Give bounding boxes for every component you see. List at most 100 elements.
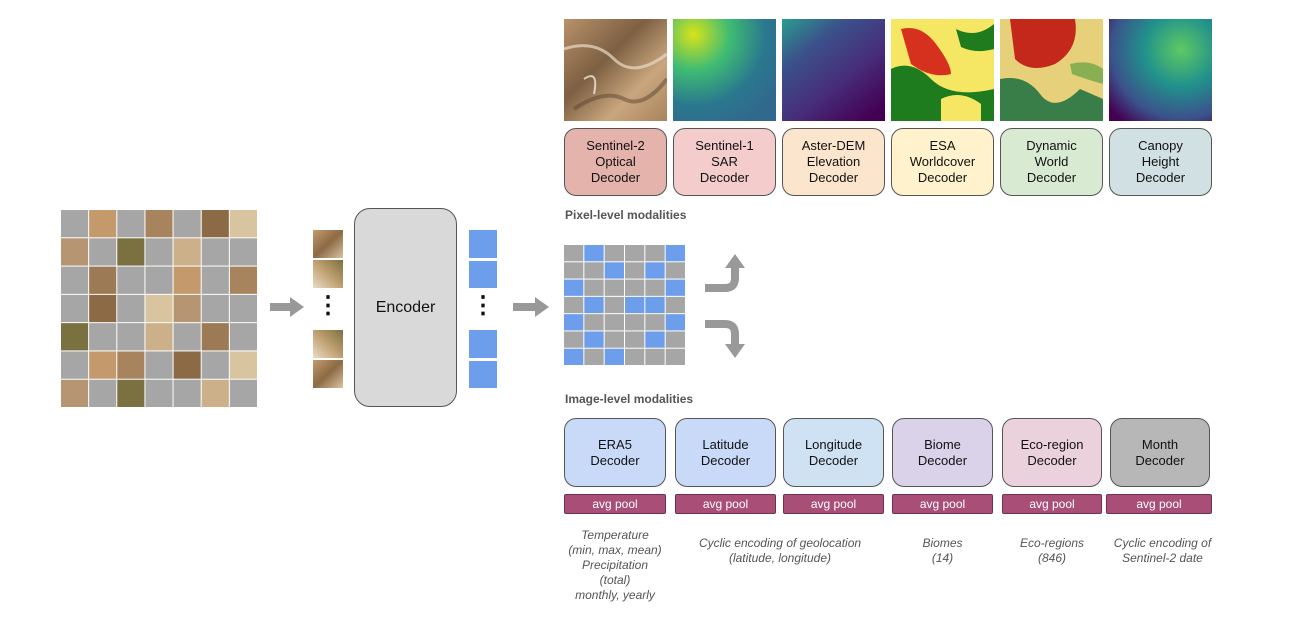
token-cell-masked bbox=[584, 279, 604, 296]
image-decoder-month: Month Decoder bbox=[1110, 418, 1210, 487]
image-patch bbox=[229, 351, 257, 379]
token-cell-visible bbox=[564, 348, 584, 365]
encoder-label: Encoder bbox=[375, 298, 436, 316]
input-image-grid bbox=[61, 210, 258, 408]
image-patch bbox=[61, 379, 89, 407]
avg-pool-longitude: avg pool bbox=[783, 494, 884, 514]
image-patch bbox=[229, 210, 257, 238]
image-patch bbox=[117, 238, 145, 266]
masked-patch bbox=[117, 210, 145, 238]
image-patch bbox=[145, 294, 173, 323]
aster-dem-thumbnail bbox=[782, 19, 885, 121]
token-cell-masked bbox=[625, 279, 645, 296]
pixel-decoder-aster-dem: Aster-DEM Elevation Decoder bbox=[782, 128, 885, 196]
geolocation-description: Cyclic encoding of geolocation (latitude… bbox=[698, 536, 862, 565]
token-cell-masked bbox=[564, 331, 584, 348]
curved-arrow-up-icon bbox=[705, 254, 745, 292]
masked-patch bbox=[145, 351, 173, 379]
esa-worldcover-thumbnail bbox=[891, 19, 994, 121]
arrow-right-icon bbox=[270, 297, 304, 317]
token-cell-masked bbox=[584, 348, 604, 365]
image-patch bbox=[61, 238, 89, 266]
image-decoder-eco-region: Eco-region Decoder bbox=[1002, 418, 1102, 487]
token-cell-masked bbox=[625, 262, 645, 279]
masked-patch bbox=[229, 238, 257, 266]
image-patch bbox=[89, 266, 117, 294]
avg-pool-month: avg pool bbox=[1106, 494, 1212, 514]
masked-patch bbox=[117, 323, 145, 351]
masked-patch bbox=[201, 266, 229, 294]
encoder-block: Encoder bbox=[354, 208, 457, 407]
avg-pool-biome: avg pool bbox=[892, 494, 993, 514]
token-cell-visible bbox=[564, 279, 584, 296]
token-cell-masked bbox=[665, 331, 685, 348]
masked-patch bbox=[145, 238, 173, 266]
image-level-section-label: Image-level modalities bbox=[565, 392, 694, 406]
image-patch bbox=[173, 351, 201, 379]
pixel-decoder-esa-worldcover: ESA Worldcover Decoder bbox=[891, 128, 994, 196]
token-cell-masked bbox=[625, 331, 645, 348]
image-decoder-longitude: Longitude Decoder bbox=[783, 418, 884, 487]
masked-patch bbox=[173, 210, 201, 238]
token-cell-visible bbox=[584, 331, 604, 348]
image-patch bbox=[173, 238, 201, 266]
token-cell-masked bbox=[665, 296, 685, 314]
image-patch bbox=[117, 379, 145, 407]
curved-arrow-down-icon bbox=[705, 320, 745, 358]
image-patch bbox=[229, 266, 257, 294]
masked-patch bbox=[201, 294, 229, 323]
token-cell-visible bbox=[645, 262, 665, 279]
token-cell-visible bbox=[604, 348, 624, 365]
token-cell-masked bbox=[665, 348, 685, 365]
masked-patch bbox=[61, 210, 89, 238]
token-cell-visible bbox=[604, 262, 624, 279]
masked-patch bbox=[145, 379, 173, 407]
token-cell-masked bbox=[584, 262, 604, 279]
avg-pool-latitude: avg pool bbox=[675, 494, 776, 514]
token-cell-masked bbox=[645, 245, 665, 262]
token-cell-masked bbox=[604, 296, 624, 314]
token-cell-masked bbox=[645, 314, 665, 331]
masked-patch bbox=[229, 323, 257, 351]
token-cell-masked bbox=[604, 314, 624, 331]
masked-patch bbox=[117, 294, 145, 323]
masked-patch bbox=[89, 323, 117, 351]
masked-patch bbox=[61, 294, 89, 323]
masked-patch bbox=[89, 379, 117, 407]
eco-region-description: Eco-regions (846) bbox=[1019, 536, 1085, 565]
masked-patch bbox=[117, 266, 145, 294]
token-cell-masked bbox=[604, 245, 624, 262]
image-patch bbox=[173, 266, 201, 294]
avg-pool-era5: avg pool bbox=[564, 494, 666, 514]
pixel-decoder-canopy-height: Canopy Height Decoder bbox=[1109, 128, 1212, 196]
tokens-ellipsis: ⋮ bbox=[471, 292, 495, 319]
image-decoder-latitude: Latitude Decoder bbox=[675, 418, 776, 487]
masked-patch bbox=[61, 351, 89, 379]
patches-ellipsis: ⋮ bbox=[316, 292, 340, 319]
masked-patch bbox=[229, 294, 257, 323]
image-decoder-era5: ERA5 Decoder bbox=[564, 418, 666, 487]
token-cell-visible bbox=[645, 296, 665, 314]
token-cell-masked bbox=[604, 279, 624, 296]
visible-patches-column bbox=[313, 230, 343, 390]
image-decoder-biome: Biome Decoder bbox=[892, 418, 993, 487]
avg-pool-eco-region: avg pool bbox=[1002, 494, 1102, 514]
era5-description: Temperature (min, max, mean) Precipitati… bbox=[568, 528, 662, 602]
masked-patch bbox=[201, 351, 229, 379]
image-patch bbox=[201, 379, 229, 407]
token-cell-masked bbox=[564, 296, 584, 314]
masked-patch bbox=[61, 266, 89, 294]
image-patch bbox=[145, 323, 173, 351]
image-patch bbox=[89, 294, 117, 323]
image-patch bbox=[89, 210, 117, 238]
arrow-right-icon bbox=[513, 297, 549, 317]
canopy-height-thumbnail bbox=[1109, 19, 1212, 121]
token-grid bbox=[564, 245, 686, 366]
masked-patch bbox=[89, 238, 117, 266]
token-cell-visible bbox=[645, 331, 665, 348]
pixel-decoder-sentinel2: Sentinel-2 Optical Decoder bbox=[564, 128, 667, 196]
pixel-decoder-sentinel1: Sentinel-1 SAR Decoder bbox=[673, 128, 776, 196]
month-description: Cyclic encoding of Sentinel-2 date bbox=[1113, 536, 1212, 565]
pixel-decoder-dynamic-world: Dynamic World Decoder bbox=[1000, 128, 1103, 196]
token-cell-masked bbox=[564, 245, 584, 262]
